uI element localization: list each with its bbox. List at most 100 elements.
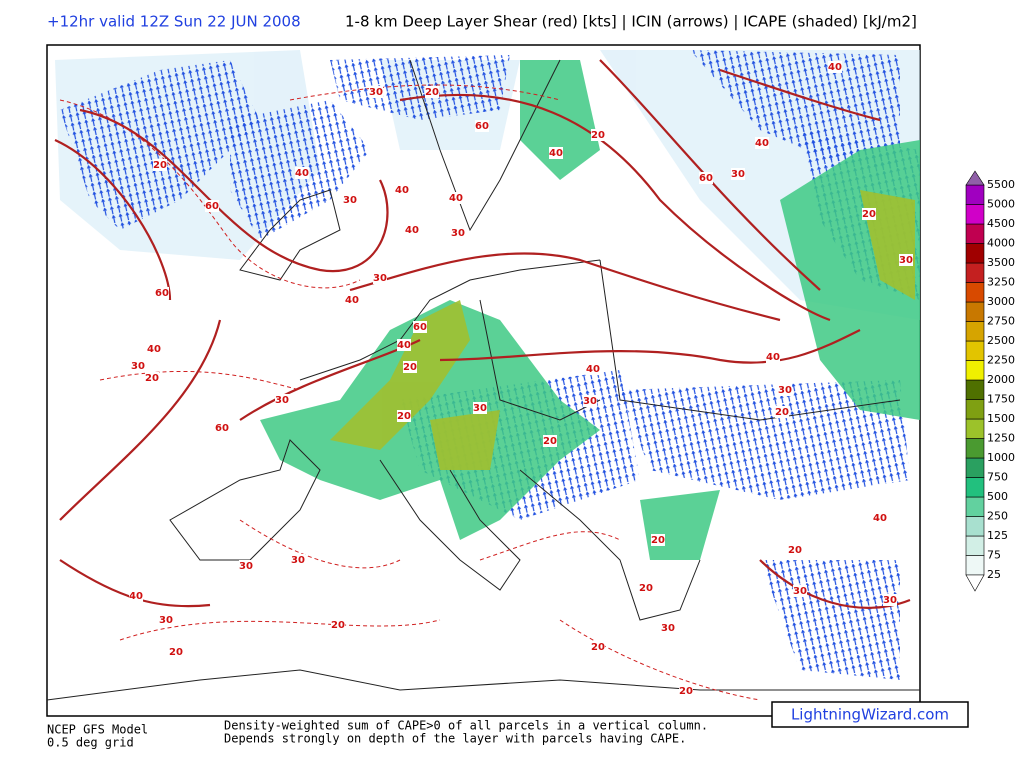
contour-label-bg bbox=[775, 406, 789, 418]
contour-label: 40 bbox=[147, 344, 161, 355]
colorbar-box bbox=[965, 477, 985, 498]
contour-label-bg bbox=[405, 224, 419, 236]
contour-label: 20 bbox=[331, 620, 345, 631]
colorbar-label: 4500 bbox=[987, 217, 1015, 230]
contour-label: 30 bbox=[899, 255, 913, 266]
colorbar-box bbox=[965, 418, 985, 439]
contour-label: 30 bbox=[731, 169, 745, 180]
contour-label: 60 bbox=[205, 201, 219, 212]
contour-label-bg bbox=[899, 254, 913, 266]
contour-label-bg bbox=[473, 402, 487, 414]
contour-label: 40 bbox=[586, 364, 600, 375]
contour-label-bg bbox=[475, 120, 489, 132]
contour-label: 40 bbox=[395, 185, 409, 196]
contour-label: 20 bbox=[591, 130, 605, 141]
contour-label-bg bbox=[129, 590, 143, 602]
contour-label: 30 bbox=[793, 586, 807, 597]
contour-label: 20 bbox=[651, 535, 665, 546]
contour-label-bg bbox=[369, 86, 383, 98]
contour-label: 30 bbox=[131, 361, 145, 372]
contour-label: 40 bbox=[129, 591, 143, 602]
colorbar-label: 2500 bbox=[987, 334, 1015, 347]
contour-label: 40 bbox=[828, 62, 842, 73]
contour-label: 40 bbox=[449, 193, 463, 204]
contour-label-bg bbox=[778, 384, 792, 396]
colorbar-label: 3500 bbox=[987, 256, 1015, 269]
contour-label-bg bbox=[549, 147, 563, 159]
contour-label-bg bbox=[215, 422, 229, 434]
contour-label-bg bbox=[373, 272, 387, 284]
colorbar-label: 2250 bbox=[987, 354, 1015, 367]
contour-label-bg bbox=[403, 361, 417, 373]
contour-label: 40 bbox=[549, 148, 563, 159]
colorbar-label: 3250 bbox=[987, 276, 1015, 289]
colorbar-box bbox=[965, 399, 985, 420]
contour-label: 20 bbox=[775, 407, 789, 418]
contour-label: 20 bbox=[639, 583, 653, 594]
contour-label-bg bbox=[699, 172, 713, 184]
colorbar-label: 5000 bbox=[987, 198, 1015, 211]
contour-label: 60 bbox=[699, 173, 713, 184]
colorbar-label: 125 bbox=[987, 529, 1008, 542]
colorbar-box bbox=[965, 438, 985, 459]
contour-label: 40 bbox=[397, 340, 411, 351]
contour-label-bg bbox=[755, 137, 769, 149]
contour-label-bg bbox=[295, 167, 309, 179]
contour-label: 20 bbox=[862, 209, 876, 220]
colorbar-box bbox=[965, 516, 985, 537]
colorbar-box bbox=[965, 360, 985, 381]
contour-label-bg bbox=[766, 351, 780, 363]
contour-label: 60 bbox=[413, 322, 427, 333]
contour-label: 20 bbox=[153, 160, 167, 171]
contour-label: 40 bbox=[766, 352, 780, 363]
contour-label-bg bbox=[862, 208, 876, 220]
contour-label: 20 bbox=[403, 362, 417, 373]
map bbox=[46, 44, 921, 717]
contour-label-bg bbox=[291, 554, 305, 566]
contour-label-bg bbox=[147, 343, 161, 355]
credit[interactable]: LightningWizard.com bbox=[791, 706, 949, 724]
contour-label-bg bbox=[449, 192, 463, 204]
contour-label-bg bbox=[205, 200, 219, 212]
colorbar-label: 750 bbox=[987, 471, 1008, 484]
contour-label-bg bbox=[331, 619, 345, 631]
contour-label: 30 bbox=[883, 595, 897, 606]
colorbar-box bbox=[965, 282, 985, 303]
contour-label-bg bbox=[169, 646, 183, 658]
contour-label-bg bbox=[661, 622, 675, 634]
contour-label: 30 bbox=[291, 555, 305, 566]
colorbar-label: 3000 bbox=[987, 295, 1015, 308]
contour-label: 20 bbox=[679, 686, 693, 697]
contour-label-bg bbox=[731, 168, 745, 180]
colorbar-over bbox=[965, 170, 985, 186]
colorbar-box bbox=[965, 321, 985, 342]
contour-label: 30 bbox=[778, 385, 792, 396]
contour-label-bg bbox=[679, 685, 693, 697]
colorbar-label: 2000 bbox=[987, 373, 1015, 386]
colorbar-box bbox=[965, 301, 985, 322]
contour-label: 40 bbox=[295, 168, 309, 179]
contour-label: 20 bbox=[145, 373, 159, 384]
contour-label: 20 bbox=[397, 411, 411, 422]
colorbar-box bbox=[965, 340, 985, 361]
colorbar-label: 25 bbox=[987, 568, 1001, 581]
colorbar-under bbox=[965, 574, 985, 592]
colorbar-box bbox=[965, 457, 985, 478]
title: 1-8 km Deep Layer Shear (red) [kts] | IC… bbox=[345, 13, 917, 31]
contour-label: 30 bbox=[369, 87, 383, 98]
colorbar-label: 2750 bbox=[987, 315, 1015, 328]
contour-label: 40 bbox=[755, 138, 769, 149]
contour-label-bg bbox=[155, 287, 169, 299]
grid-spec: 0.5 deg grid bbox=[47, 736, 134, 750]
contour-label: 20 bbox=[169, 647, 183, 658]
colorbar-label: 500 bbox=[987, 490, 1008, 503]
contour-label-bg bbox=[883, 594, 897, 606]
contour-label-bg bbox=[828, 61, 842, 73]
contour-labels: 30 20206060302040403040303040404060402060… bbox=[129, 61, 913, 697]
contour-label-bg bbox=[131, 360, 145, 372]
contour-label: 30 bbox=[239, 561, 253, 572]
colorbar-label: 1000 bbox=[987, 451, 1015, 464]
colorbar: 25 75 125 250 500 750 1000 1250 1500 1750 2000 2250… bbox=[965, 170, 1015, 592]
colorbar-label: 1250 bbox=[987, 432, 1015, 445]
